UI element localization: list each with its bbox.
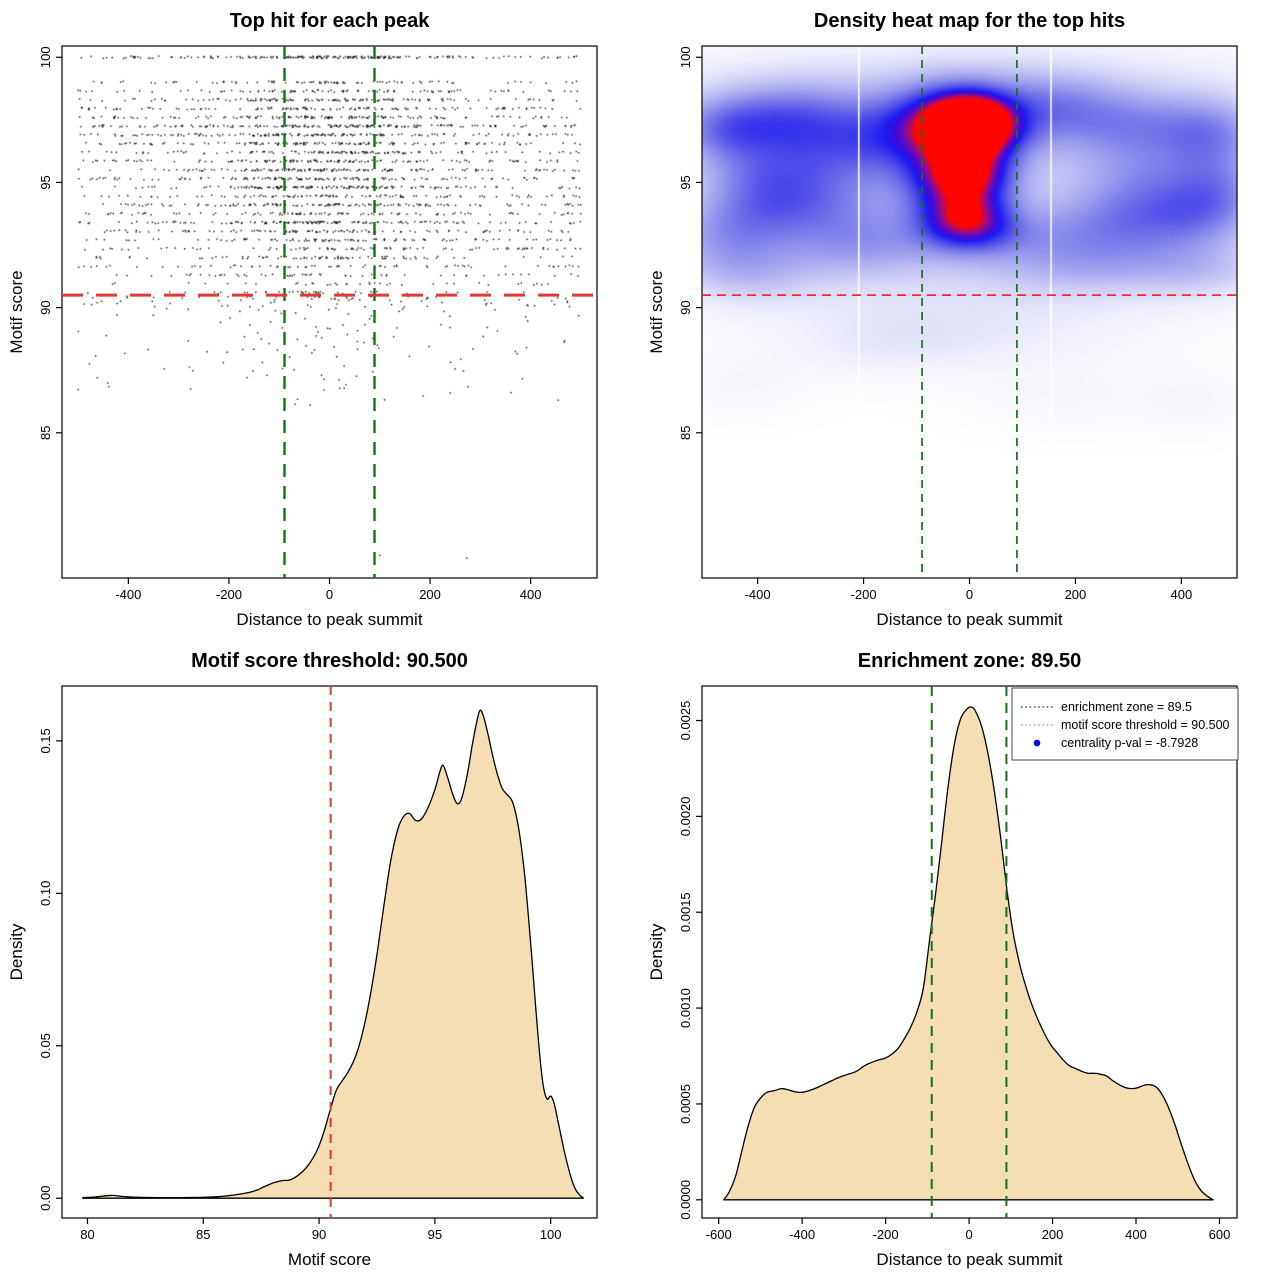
y-tick-label: 0.0020 <box>678 796 693 836</box>
legend-item-label: motif score threshold = 90.500 <box>1061 718 1230 732</box>
x-tick-label: -200 <box>216 587 242 602</box>
legend-swatch-dot <box>1033 739 1041 747</box>
y-tick-label: 0.0010 <box>678 988 693 1028</box>
legend-item-label: enrichment zone = 89.5 <box>1061 700 1192 714</box>
scatter-xlabel: Distance to peak summit <box>236 610 423 629</box>
y-tick-label: 90 <box>678 300 693 314</box>
panel-motif-score-density: 80 85 90 95 100 0.00 0.05 0.10 0.15 Motif score … <box>0 640 640 1280</box>
y-tick-label: 0.0000 <box>678 1180 693 1220</box>
scatter-title: Top hit for each peak <box>229 10 430 32</box>
y-tick-label: 90 <box>38 300 53 314</box>
distance-density-title: Enrichment zone: 89.50 <box>857 650 1082 672</box>
y-tick-label: 0.0005 <box>678 1084 693 1124</box>
x-tick-label: -200 <box>873 1227 899 1242</box>
x-tick-label: 95 <box>428 1227 442 1242</box>
panel-distance-density: -600 -400 -200 0 200 400 600 0.0000 0.0005 0.0010… <box>640 640 1280 1280</box>
x-tick-label: 80 <box>80 1227 94 1242</box>
y-tick-label: 0.0025 <box>678 701 693 741</box>
x-tick-label: -400 <box>745 587 771 602</box>
y-tick-label: 95 <box>678 175 693 189</box>
plot-box <box>61 685 598 1219</box>
x-tick-label: -200 <box>851 587 877 602</box>
legend: enrichment zone = 89.5 motif score thresh… <box>1011 687 1239 761</box>
y-tick-label: 95 <box>38 175 53 189</box>
y-tick-label: 85 <box>678 426 693 440</box>
scatter-ylabel: Motif score <box>7 270 26 354</box>
plot-box <box>61 45 598 579</box>
density-area <box>82 709 584 1199</box>
x-tick-label: 0 <box>965 1227 972 1242</box>
x-tick-label: 0 <box>326 587 333 602</box>
x-tick-label: -600 <box>706 1227 732 1242</box>
distance-density-overlay: -600 -400 -200 0 200 400 600 0.0000 0.0005 0.0010… <box>678 685 1239 1242</box>
scatter-data-canvas <box>0 0 640 640</box>
heatmap-ylabel: Motif score <box>647 270 666 354</box>
score-density-title: Motif score threshold: 90.500 <box>191 650 468 672</box>
panel-density-heatmap: -400 -200 0 200 400 85 90 95 100 Density heat ma… <box>640 0 1280 640</box>
heatmap-data-canvas <box>640 0 1280 640</box>
scatter-axes-overlay: -400 -200 0 200 400 85 90 95 100 <box>38 45 598 602</box>
x-tick-label: 200 <box>1042 1227 1064 1242</box>
plot-box <box>701 45 1238 579</box>
legend-item-label: centrality p-val = -8.7928 <box>1061 736 1198 750</box>
x-tick-label: -400 <box>115 587 141 602</box>
y-tick-label: 85 <box>38 426 53 440</box>
distance-density-xlabel: Distance to peak summit <box>876 1250 1063 1269</box>
legend-box <box>1011 687 1239 761</box>
x-tick-label: 200 <box>419 587 441 602</box>
heatmap-axes-overlay: -400 -200 0 200 400 85 90 95 100 <box>678 45 1238 602</box>
y-tick-label: 0.10 <box>38 881 53 906</box>
x-tick-label: 90 <box>312 1227 326 1242</box>
score-density-xlabel: Motif score <box>287 1250 372 1269</box>
y-tick-label: 0.05 <box>38 1033 53 1058</box>
distance-density-ylabel: Density <box>647 923 666 981</box>
x-tick-label: 400 <box>1125 1227 1147 1242</box>
y-tick-label: 0.00 <box>38 1186 53 1211</box>
x-tick-label: 600 <box>1209 1227 1231 1242</box>
density-area <box>723 706 1214 1201</box>
x-tick-label: -400 <box>789 1227 815 1242</box>
x-tick-label: 400 <box>1171 587 1193 602</box>
y-tick-label: 100 <box>38 46 53 68</box>
heatmap-title: Density heat map for the top hits <box>813 10 1126 32</box>
score-density-ylabel: Density <box>7 923 26 981</box>
x-tick-label: 200 <box>1065 587 1087 602</box>
y-tick-label: 0.15 <box>38 728 53 753</box>
heatmap-xlabel: Distance to peak summit <box>876 610 1063 629</box>
x-tick-label: 400 <box>520 587 542 602</box>
panel-top-hit-scatter: -400 -200 0 200 400 85 90 95 100 Top hit for eac… <box>0 0 640 640</box>
score-density-overlay: 80 85 90 95 100 0.00 0.05 0.10 0.15 <box>38 685 598 1242</box>
x-tick-label: 0 <box>966 587 973 602</box>
y-tick-label: 100 <box>678 46 693 68</box>
x-tick-label: 85 <box>196 1227 210 1242</box>
x-tick-label: 100 <box>540 1227 562 1242</box>
y-tick-label: 0.0015 <box>678 892 693 932</box>
